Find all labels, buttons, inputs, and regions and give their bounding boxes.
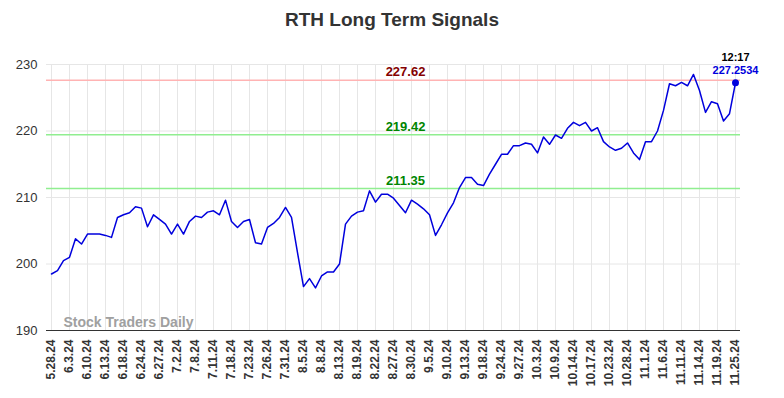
svg-text:9.10.24: 9.10.24 bbox=[440, 339, 454, 379]
svg-text:7.11.24: 7.11.24 bbox=[206, 339, 220, 379]
svg-text:7.26.24: 7.26.24 bbox=[260, 339, 274, 379]
svg-text:12:17: 12:17 bbox=[721, 51, 749, 63]
svg-text:10.9.24: 10.9.24 bbox=[548, 339, 562, 379]
svg-text:11.11.24: 11.11.24 bbox=[674, 339, 688, 385]
svg-text:Stock Traders Daily: Stock Traders Daily bbox=[64, 314, 194, 330]
svg-text:6.27.24: 6.27.24 bbox=[152, 339, 166, 379]
svg-text:8.8.24: 8.8.24 bbox=[314, 339, 328, 373]
svg-text:11.6.24: 11.6.24 bbox=[656, 339, 670, 379]
svg-text:8.30.24: 8.30.24 bbox=[404, 339, 418, 379]
svg-text:9.5.24: 9.5.24 bbox=[422, 339, 436, 373]
svg-text:211.35: 211.35 bbox=[386, 173, 425, 188]
svg-text:11.1.24: 11.1.24 bbox=[638, 339, 652, 379]
svg-text:227.62: 227.62 bbox=[386, 64, 426, 79]
svg-text:9.13.24: 9.13.24 bbox=[458, 339, 472, 379]
svg-text:10.14.24: 10.14.24 bbox=[566, 339, 580, 386]
svg-text:11.19.24: 11.19.24 bbox=[710, 339, 724, 385]
svg-text:7.2.24: 7.2.24 bbox=[170, 339, 184, 373]
svg-text:6.18.24: 6.18.24 bbox=[116, 339, 130, 379]
svg-text:10.17.24: 10.17.24 bbox=[584, 339, 598, 386]
svg-text:6.10.24: 6.10.24 bbox=[80, 339, 94, 379]
svg-text:8.13.24: 8.13.24 bbox=[332, 339, 346, 379]
svg-text:7.23.24: 7.23.24 bbox=[242, 339, 256, 379]
svg-text:10.3.24: 10.3.24 bbox=[530, 339, 544, 379]
svg-text:8.19.24: 8.19.24 bbox=[350, 339, 364, 379]
html-text:RTH Long Term Signals: RTH Long Term Signals bbox=[285, 9, 499, 30]
svg-text:6.3.24: 6.3.24 bbox=[62, 339, 76, 373]
svg-text:200: 200 bbox=[16, 256, 38, 271]
svg-text:210: 210 bbox=[16, 190, 38, 205]
svg-text:7.18.24: 7.18.24 bbox=[224, 339, 238, 379]
svg-text:190: 190 bbox=[16, 323, 38, 338]
svg-text:8.5.24: 8.5.24 bbox=[296, 339, 310, 373]
svg-text:7.8.24: 7.8.24 bbox=[188, 339, 202, 373]
svg-text:10.28.24: 10.28.24 bbox=[620, 339, 634, 386]
svg-text:227.2534: 227.2534 bbox=[713, 64, 760, 76]
svg-text:220: 220 bbox=[16, 123, 38, 138]
svg-text:11.14.24: 11.14.24 bbox=[692, 339, 706, 385]
svg-text:8.27.24: 8.27.24 bbox=[386, 339, 400, 379]
svg-text:7.31.24: 7.31.24 bbox=[278, 339, 292, 379]
svg-text:6.24.24: 6.24.24 bbox=[134, 339, 148, 379]
svg-text:6.13.24: 6.13.24 bbox=[98, 339, 112, 379]
svg-text:9.27.24: 9.27.24 bbox=[512, 339, 526, 379]
svg-text:219.42: 219.42 bbox=[386, 119, 426, 134]
svg-text:10.23.24: 10.23.24 bbox=[602, 339, 616, 386]
svg-text:11.25.24: 11.25.24 bbox=[728, 339, 742, 385]
svg-text:230: 230 bbox=[16, 57, 38, 72]
svg-text:8.22.24: 8.22.24 bbox=[368, 339, 382, 379]
svg-text:9.24.24: 9.24.24 bbox=[494, 339, 508, 379]
svg-text:5.28.24: 5.28.24 bbox=[44, 339, 58, 379]
svg-text:9.18.24: 9.18.24 bbox=[476, 339, 490, 379]
